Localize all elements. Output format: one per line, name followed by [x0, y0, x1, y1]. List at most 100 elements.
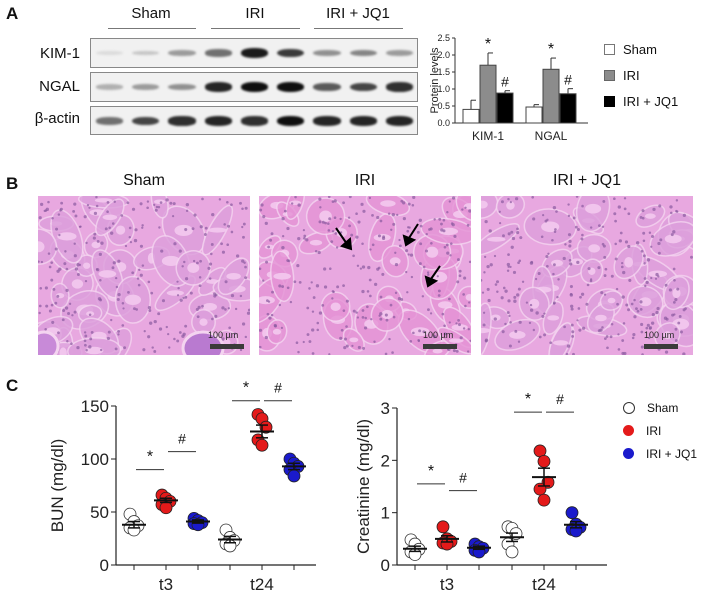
svg-text:*: * — [243, 380, 249, 397]
blot-band — [240, 116, 269, 126]
svg-text:2: 2 — [381, 451, 390, 470]
svg-text:2.0: 2.0 — [437, 50, 450, 60]
blot-group-line-iri-jq1 — [314, 28, 403, 29]
legend-item-iri-jq1: IRI + JQ1 — [604, 88, 678, 114]
blot-group-line-sham — [108, 28, 196, 29]
legend-item-sham: Sham — [623, 396, 697, 419]
blot-strip-ngal — [90, 72, 418, 102]
injury-arrows — [335, 223, 441, 288]
legend-item-iri: IRI — [623, 419, 697, 442]
legend-label: IRI + JQ1 — [646, 446, 698, 461]
svg-text:0: 0 — [381, 556, 390, 575]
protein-levels-bar-chart: 0.0 0.5 1.0 1.5 2.0 2.5 Protein levels * # KIM-1 *… — [429, 33, 588, 143]
histology-image-sham — [38, 196, 250, 355]
legend-label: IRI — [623, 67, 640, 83]
svg-text:*: * — [428, 463, 434, 480]
svg-text:#: # — [564, 72, 572, 88]
blot-band — [349, 82, 377, 92]
legend-label: Sham — [623, 41, 657, 57]
svg-text:0: 0 — [100, 556, 109, 575]
blot-band — [313, 49, 341, 57]
legend-swatch-white-square-icon — [604, 43, 615, 55]
svg-text:100: 100 — [81, 450, 109, 469]
bar-chart-legend: Sham IRI IRI + JQ1 — [604, 36, 678, 114]
scale-label-iri-jq1: 100 µm — [644, 330, 675, 340]
scatter-legend: Sham IRI IRI + JQ1 — [623, 396, 697, 465]
blot-band — [96, 84, 124, 90]
svg-text:NGAL: NGAL — [535, 129, 568, 143]
blot-row-label-kim1: KIM-1 — [39, 45, 80, 62]
creatinine-scatter-chart: 0 1 2 3 Creatinine (mg/dl) t3 t24 * # * # — [355, 391, 607, 594]
panel-c-letter: C — [6, 376, 19, 395]
blot-band — [204, 116, 232, 126]
svg-text:KIM-1: KIM-1 — [472, 129, 504, 143]
blot-band — [132, 83, 160, 91]
scale-bar-sham — [210, 344, 244, 349]
blot-band — [349, 116, 377, 126]
blot-strip-kim1 — [90, 38, 418, 68]
svg-text:*: * — [548, 41, 554, 58]
legend-swatch-gray-square-icon — [604, 69, 615, 81]
blot-band — [313, 116, 341, 126]
blue-circle-icon — [623, 448, 634, 459]
svg-text:150: 150 — [81, 397, 109, 416]
svg-text:t3: t3 — [159, 575, 173, 594]
red-circle-icon — [623, 425, 634, 436]
svg-text:0.5: 0.5 — [437, 101, 450, 111]
svg-text:Protein levels: Protein levels — [429, 47, 441, 114]
histology-title-iri: IRI — [354, 172, 376, 189]
scale-label-sham: 100 µm — [208, 330, 239, 340]
blot-band — [385, 116, 413, 126]
histology-title-sham: Sham — [123, 172, 165, 189]
blot-row-label-ngal: NGAL — [39, 78, 80, 95]
svg-text:3: 3 — [381, 399, 390, 418]
blot-band — [168, 83, 196, 91]
blot-band — [204, 49, 232, 57]
scale-label-iri: 100 µm — [423, 330, 454, 340]
blot-group-label-sham: Sham — [131, 5, 171, 22]
blot-group-label-iri-jq1: IRI + JQ1 — [326, 5, 390, 22]
svg-text:t24: t24 — [250, 575, 274, 594]
svg-text:0.0: 0.0 — [437, 118, 450, 128]
panel-a-letter: A — [6, 4, 19, 23]
svg-text:#: # — [459, 470, 467, 486]
blot-band — [168, 49, 196, 57]
blot-band — [277, 116, 305, 126]
svg-text:t3: t3 — [440, 575, 454, 594]
legend-label: Sham — [647, 400, 679, 415]
open-circle-icon — [623, 401, 635, 414]
histology-texture — [481, 196, 693, 355]
blot-band — [349, 49, 377, 57]
blot-band — [168, 116, 196, 126]
svg-text:BUN (mg/dl): BUN (mg/dl) — [48, 439, 67, 533]
svg-text:#: # — [501, 74, 509, 90]
histology-texture — [38, 196, 250, 355]
histology-image-iri-jq1 — [481, 196, 693, 355]
blot-band — [385, 49, 413, 57]
legend-label: IRI + JQ1 — [623, 93, 679, 109]
blot-band — [240, 82, 269, 92]
blot-group-label-iri: IRI — [245, 5, 265, 22]
svg-text:#: # — [556, 391, 564, 407]
blot-group-line-iri — [211, 28, 300, 29]
legend-item-iri: IRI — [604, 62, 678, 88]
legend-label: IRI — [646, 423, 662, 438]
legend-item-sham: Sham — [604, 36, 678, 62]
arrow-icon — [402, 223, 419, 247]
scale-bar-iri-jq1 — [644, 344, 678, 349]
svg-text:1: 1 — [381, 504, 390, 523]
svg-text:50: 50 — [90, 503, 109, 522]
blot-band — [132, 50, 160, 56]
histology-texture — [259, 196, 471, 355]
blot-band — [96, 50, 124, 56]
panel-b-letter: B — [6, 174, 19, 193]
blot-strip-bactin — [90, 106, 418, 135]
svg-text:t24: t24 — [532, 575, 556, 594]
blot-band — [277, 48, 305, 58]
svg-text:1.5: 1.5 — [437, 67, 450, 77]
legend-swatch-black-square-icon — [604, 95, 615, 107]
blot-band — [204, 82, 232, 92]
blot-row-label-bactin: β-actin — [34, 110, 80, 127]
bun-scatter-chart: 0 50 100 150 BUN (mg/dl) t3 t24 * # * # — [48, 380, 316, 594]
histology-title-iri-jq1: IRI + JQ1 — [552, 172, 622, 189]
